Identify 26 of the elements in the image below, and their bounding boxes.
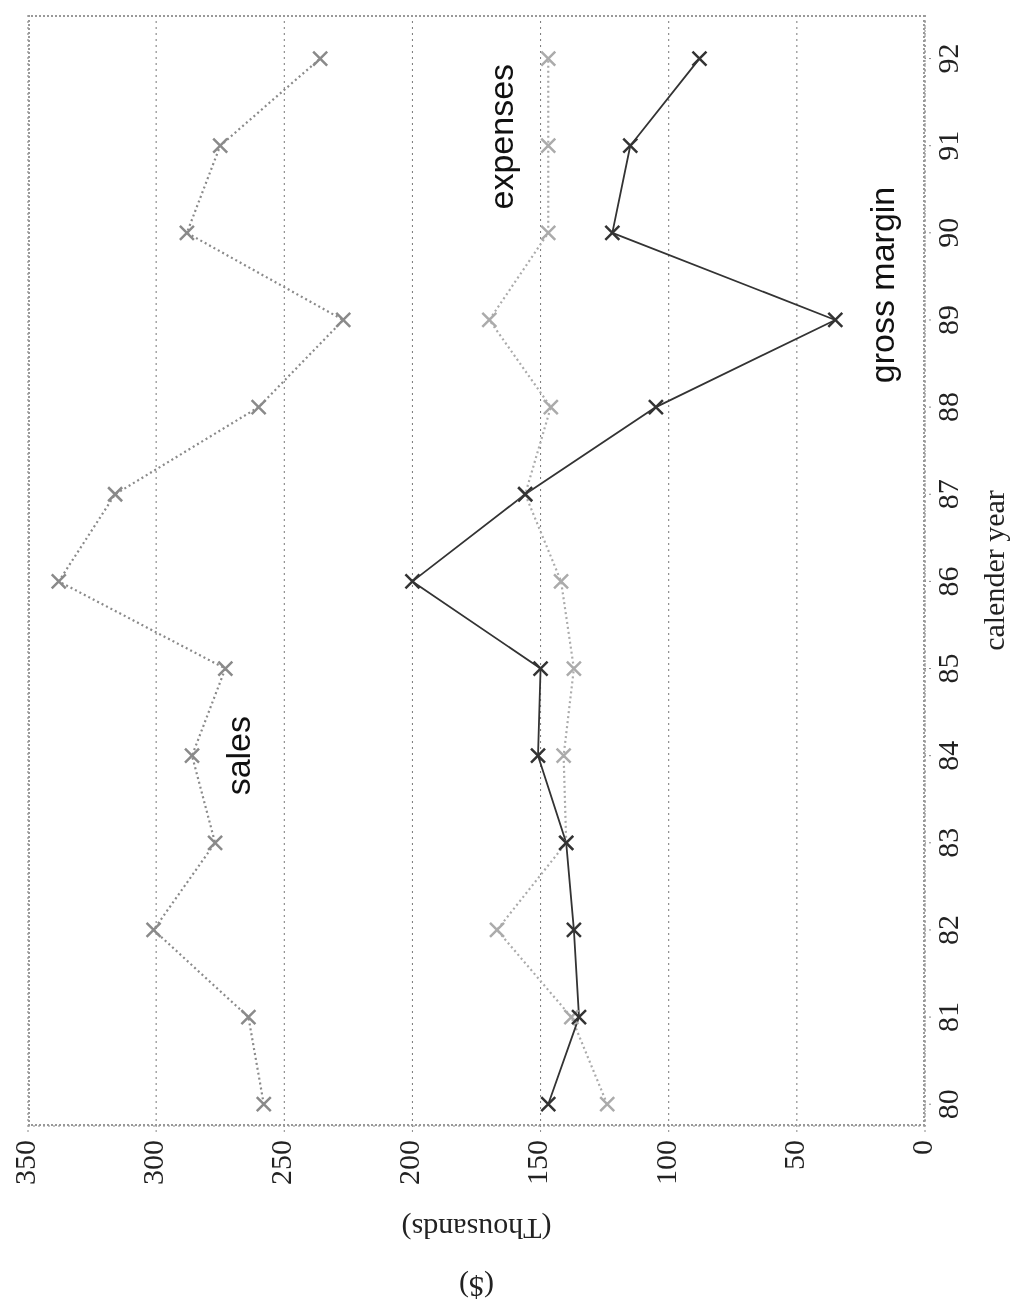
y-tick-label: 83 bbox=[930, 827, 964, 858]
text: sales bbox=[219, 715, 258, 796]
x-tick-label: 300 bbox=[136, 1140, 170, 1185]
x-tick-label: 150 bbox=[520, 1140, 554, 1185]
x-tick-label: 250 bbox=[264, 1140, 298, 1185]
y-tick-label: 87 bbox=[930, 479, 964, 510]
y-tick-label: 80 bbox=[930, 1089, 964, 1120]
y-axis-title: calender year bbox=[976, 490, 1010, 651]
x-tick-label: 200 bbox=[392, 1140, 426, 1185]
y-tick-label: 84 bbox=[930, 740, 964, 771]
y-tick-label: 86 bbox=[930, 566, 964, 597]
x-tick-label: 0 bbox=[904, 1140, 938, 1155]
y-tick-label: 85 bbox=[930, 653, 964, 684]
y-tick-label: 90 bbox=[930, 217, 964, 248]
x-tick-label: 50 bbox=[776, 1140, 810, 1170]
x-axis-title: ($) (Thousands) bbox=[401, 1212, 552, 1305]
text: gross margin bbox=[863, 186, 902, 384]
y-tick-label: 82 bbox=[930, 914, 964, 945]
x-tick-label: 100 bbox=[648, 1140, 682, 1185]
x-tick-label: 350 bbox=[7, 1140, 41, 1185]
y-tick-label: 88 bbox=[930, 392, 964, 423]
y-tick-label: 91 bbox=[930, 130, 964, 161]
text: expenses bbox=[482, 63, 521, 210]
y-tick-label: 92 bbox=[930, 43, 964, 74]
y-tick-label: 81 bbox=[930, 1002, 964, 1033]
y-tick-label: 89 bbox=[930, 304, 964, 335]
